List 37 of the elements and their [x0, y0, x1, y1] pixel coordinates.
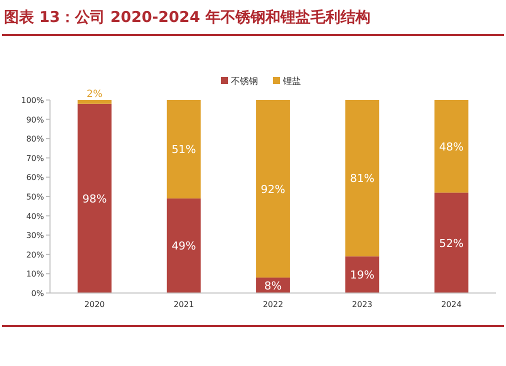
x-tick-label: 2022	[262, 300, 284, 309]
data-label: 48%	[439, 140, 464, 154]
data-label: 52%	[439, 236, 464, 250]
y-tick-label: 70%	[26, 154, 44, 163]
data-label: 81%	[350, 172, 374, 186]
bar	[166, 100, 201, 198]
legend-label: 锂盐	[282, 76, 301, 87]
data-label: 92%	[260, 182, 286, 196]
y-tick-label: 90%	[26, 115, 44, 124]
x-tick-label: 2020	[84, 300, 105, 309]
y-tick-label: 60%	[26, 173, 44, 182]
x-tick-label: 2024	[441, 300, 462, 309]
bar	[256, 100, 290, 278]
bar	[434, 192, 468, 293]
bar	[78, 104, 112, 293]
y-tick-label: 40%	[26, 212, 44, 221]
bar	[78, 100, 112, 104]
data-label: 2%	[86, 89, 103, 100]
data-label: 98%	[82, 192, 107, 206]
data-label: 51%	[172, 143, 196, 156]
chart-title: 图表 13：公司 2020-2024 年不锈钢和锂盐毛利结构	[4, 8, 370, 26]
y-tick-label: 80%	[26, 134, 44, 144]
data-label: 8%	[264, 279, 282, 292]
x-tick-label: 2023	[352, 300, 372, 309]
legend-label: 不锈钢	[231, 76, 258, 87]
y-tick-label: 10%	[26, 270, 44, 279]
data-label: 19%	[350, 268, 374, 282]
x-tick-label: 2021	[174, 300, 194, 309]
y-tick-label: 20%	[26, 250, 44, 260]
y-tick-label: 30%	[26, 231, 44, 240]
bar	[434, 100, 468, 193]
data-label: 49%	[172, 240, 196, 253]
bar	[166, 198, 201, 293]
y-tick-label: 0%	[31, 289, 44, 298]
y-tick-label: 50%	[26, 192, 44, 202]
y-tick-label: 100%	[21, 96, 44, 105]
bar	[345, 100, 380, 256]
